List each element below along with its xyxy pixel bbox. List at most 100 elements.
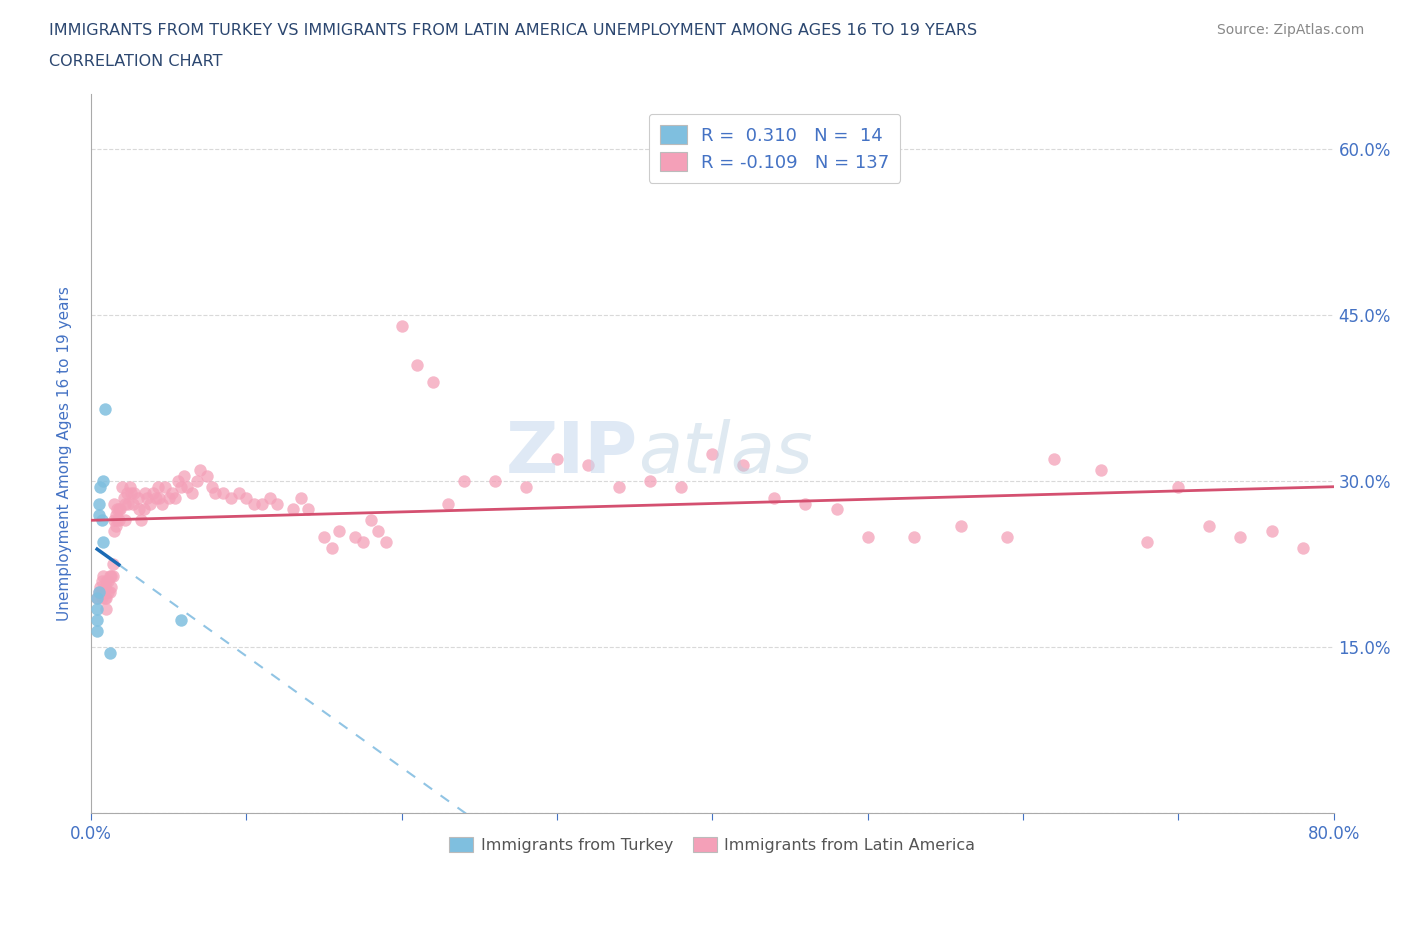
Point [103,524,125,538]
Point [97,574,120,589]
Point [281,501,304,516]
Point [89,480,111,495]
Point [1198,518,1220,533]
Point [103,496,125,511]
Point [170,480,193,495]
Point [219,491,242,506]
Point [98,585,121,600]
Point [186,474,208,489]
Point [87,585,110,600]
Point [856,529,879,544]
Point [98,645,121,660]
Point [1291,540,1313,555]
Point [173,469,195,484]
Point [87,507,110,522]
Point [86,612,108,627]
Point [94,402,117,417]
Point [607,480,630,495]
Point [97,585,120,600]
Point [1090,463,1112,478]
Point [1136,535,1159,550]
Point [101,568,124,583]
Point [155,480,177,495]
Point [96,574,118,589]
Point [638,474,661,489]
Point [266,496,288,511]
Point [328,524,350,538]
Point [94,591,117,605]
Text: atlas: atlas [638,419,813,488]
Point [201,480,224,495]
Point [391,319,413,334]
Point [228,485,250,500]
Point [112,491,135,506]
Point [129,512,152,527]
Point [163,491,186,506]
Point [352,535,374,550]
Point [114,512,136,527]
Point [139,496,162,511]
Point [100,568,122,583]
Point [90,512,112,527]
Point [104,518,127,533]
Point [128,501,150,516]
Point [117,496,139,511]
Point [794,496,817,511]
Point [250,496,273,511]
Point [160,485,183,500]
Point [297,501,319,516]
Point [86,591,108,605]
Point [93,568,115,583]
Point [212,485,235,500]
Point [1260,524,1282,538]
Point [142,485,165,500]
Point [111,480,134,495]
Point [1043,452,1066,467]
Point [114,496,136,511]
Point [515,480,537,495]
Text: CORRELATION CHART: CORRELATION CHART [49,54,222,69]
Point [105,501,128,516]
Point [702,446,724,461]
Point [122,496,145,511]
Point [90,591,112,605]
Point [546,452,568,467]
Point [145,491,167,506]
Point [93,585,115,600]
Point [997,529,1019,544]
Point [115,485,138,500]
Point [321,540,343,555]
Point [90,574,112,589]
Point [197,469,219,484]
Point [763,491,786,506]
Point [1229,529,1251,544]
Point [124,485,146,500]
Point [148,491,170,506]
Point [93,474,115,489]
Point [367,524,389,538]
Point [903,529,925,544]
Point [87,496,110,511]
Point [1167,480,1189,495]
Point [167,474,190,489]
Point [375,535,398,550]
Point [360,512,382,527]
Point [104,507,127,522]
Point [93,535,115,550]
Point [312,529,335,544]
Point [132,501,155,516]
Point [103,512,125,527]
Point [98,568,121,583]
Point [259,491,281,506]
Point [118,480,141,495]
Point [86,602,108,617]
Point [120,485,142,500]
Point [86,591,108,605]
Point [243,496,266,511]
Point [733,458,755,472]
Point [110,501,132,516]
Point [180,485,202,500]
Point [343,529,366,544]
Point [671,480,693,495]
Legend: Immigrants from Turkey, Immigrants from Latin America: Immigrants from Turkey, Immigrants from … [443,830,981,859]
